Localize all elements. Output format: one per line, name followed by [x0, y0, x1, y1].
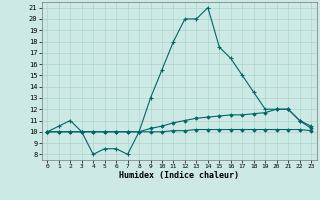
X-axis label: Humidex (Indice chaleur): Humidex (Indice chaleur) [119, 171, 239, 180]
